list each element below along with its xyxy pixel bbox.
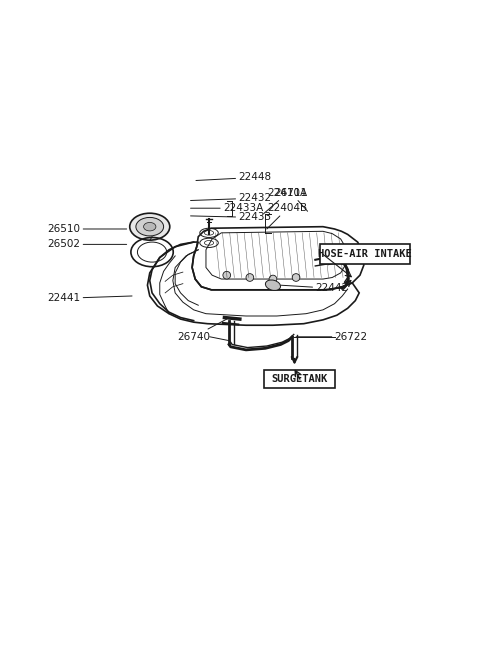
Circle shape [223, 271, 230, 279]
Text: 26510: 26510 [48, 224, 127, 234]
Text: 26711: 26711 [275, 188, 308, 212]
Text: 22433: 22433 [191, 212, 271, 223]
FancyBboxPatch shape [264, 370, 336, 388]
Text: 22432: 22432 [191, 193, 271, 203]
Ellipse shape [130, 214, 170, 240]
Circle shape [246, 274, 254, 281]
FancyBboxPatch shape [320, 244, 410, 264]
Circle shape [269, 275, 277, 283]
Text: 22441: 22441 [48, 293, 132, 304]
Text: 22448: 22448 [196, 172, 271, 183]
Text: 22433A: 22433A [191, 203, 263, 214]
Text: 22410A: 22410A [264, 188, 308, 214]
Ellipse shape [265, 280, 280, 290]
Ellipse shape [136, 217, 164, 236]
Text: 22442: 22442 [281, 283, 348, 293]
Circle shape [292, 274, 300, 281]
Ellipse shape [144, 223, 156, 231]
Text: 26502: 26502 [48, 239, 127, 250]
Text: 26722: 26722 [296, 332, 368, 342]
Text: SURGETANK: SURGETANK [272, 374, 328, 384]
Text: 26740: 26740 [177, 319, 227, 342]
Text: 22404B: 22404B [267, 203, 308, 229]
Text: HOSE-AIR INTAKE: HOSE-AIR INTAKE [318, 250, 412, 260]
